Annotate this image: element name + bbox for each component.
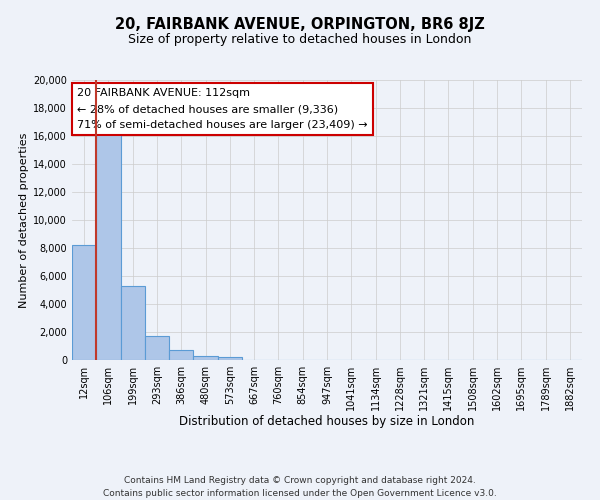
Bar [72, 245, 96, 360]
Bar [218, 357, 242, 360]
Bar [169, 350, 193, 360]
Bar [96, 128, 121, 360]
Y-axis label: Number of detached properties: Number of detached properties [19, 132, 29, 308]
Text: Size of property relative to detached houses in London: Size of property relative to detached ho… [128, 32, 472, 46]
Bar [193, 356, 218, 360]
Bar [121, 286, 145, 360]
Bar [145, 336, 169, 360]
Text: 20 FAIRBANK AVENUE: 112sqm
← 28% of detached houses are smaller (9,336)
71% of s: 20 FAIRBANK AVENUE: 112sqm ← 28% of deta… [77, 88, 368, 130]
Text: 20, FAIRBANK AVENUE, ORPINGTON, BR6 8JZ: 20, FAIRBANK AVENUE, ORPINGTON, BR6 8JZ [115, 18, 485, 32]
Text: Contains HM Land Registry data © Crown copyright and database right 2024.
Contai: Contains HM Land Registry data © Crown c… [103, 476, 497, 498]
X-axis label: Distribution of detached houses by size in London: Distribution of detached houses by size … [179, 414, 475, 428]
